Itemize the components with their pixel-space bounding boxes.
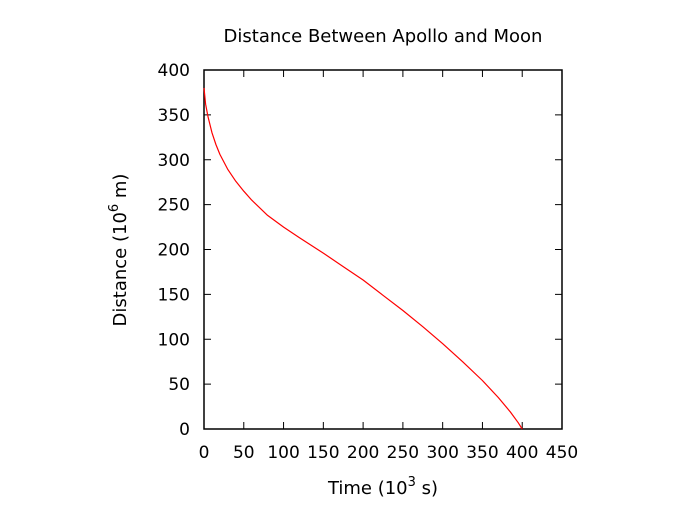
- y-axis-label-tail: m): [110, 174, 131, 204]
- x-tick-label: 250: [387, 443, 419, 463]
- axis-ticks: [203, 69, 563, 430]
- x-axis-label-base: Time (10: [327, 478, 408, 499]
- x-tick-label: 150: [307, 443, 339, 463]
- x-tick-label: 0: [199, 443, 210, 463]
- y-tick-labels: 0 50 100 150 200 250 300 350 400: [158, 61, 190, 440]
- x-axis-label-exp: 3: [408, 475, 416, 490]
- y-tick-label: 400: [158, 61, 190, 81]
- y-axis-label-base: Distance (10: [110, 212, 131, 326]
- x-tick-label: 300: [426, 443, 458, 463]
- x-tick-label: 100: [267, 443, 299, 463]
- y-tick-label: 100: [158, 330, 190, 350]
- x-tick-label: 200: [347, 443, 379, 463]
- series-line: [203, 87, 523, 430]
- x-tick-labels: 0 50 100 150 200 250 300 350 400 450: [199, 443, 579, 463]
- x-tick-label: 400: [506, 443, 538, 463]
- y-tick-label: 200: [158, 241, 190, 261]
- plot-frame: [203, 69, 563, 430]
- y-tick-label: 350: [158, 106, 190, 126]
- y-tick-label: 150: [158, 285, 190, 305]
- series-layer: [203, 87, 523, 430]
- y-axis-label-exp: 6: [107, 204, 122, 212]
- y-tick-label: 50: [168, 375, 190, 395]
- y-tick-label: 0: [179, 420, 190, 440]
- y-axis-label: Distance (106 m): [107, 174, 131, 327]
- x-tick-label: 50: [233, 443, 255, 463]
- x-axis-label: Time (103 s): [327, 475, 438, 499]
- y-tick-label: 300: [158, 151, 190, 171]
- chart-title: Distance Between Apollo and Moon: [224, 26, 543, 47]
- x-axis-label-tail: s): [416, 478, 438, 499]
- x-tick-label: 350: [466, 443, 498, 463]
- x-tick-label: 450: [546, 443, 578, 463]
- y-tick-label: 250: [158, 196, 190, 216]
